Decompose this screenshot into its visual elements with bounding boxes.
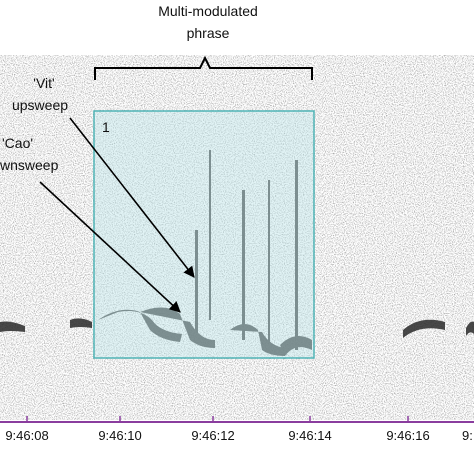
bracket — [94, 55, 313, 80]
signal-traces — [0, 150, 474, 356]
phrase-title: Multi-modulated — [158, 3, 258, 19]
box-label: 1 — [102, 119, 110, 135]
annotation-text: 'Cao' — [2, 135, 33, 151]
time-label: 9:46:08 — [5, 428, 48, 443]
arrow — [69, 117, 195, 278]
phrase-title: phrase — [187, 25, 230, 41]
time-label: 9:46:10 — [98, 428, 141, 443]
time-label: 9:46:12 — [191, 428, 234, 443]
spectrogram-noise — [0, 55, 474, 420]
highlight-box — [93, 110, 315, 359]
time-label: 9:46:16 — [386, 428, 429, 443]
annotation-text: wnsweep — [0, 157, 59, 173]
time-label: 9: — [462, 428, 473, 443]
axis-ticks — [26, 416, 409, 422]
annotation-text: 'Vit' — [33, 75, 54, 91]
annotation-text: upsweep — [12, 97, 68, 113]
time-label: 9:46:14 — [288, 428, 331, 443]
arrow — [39, 181, 181, 313]
